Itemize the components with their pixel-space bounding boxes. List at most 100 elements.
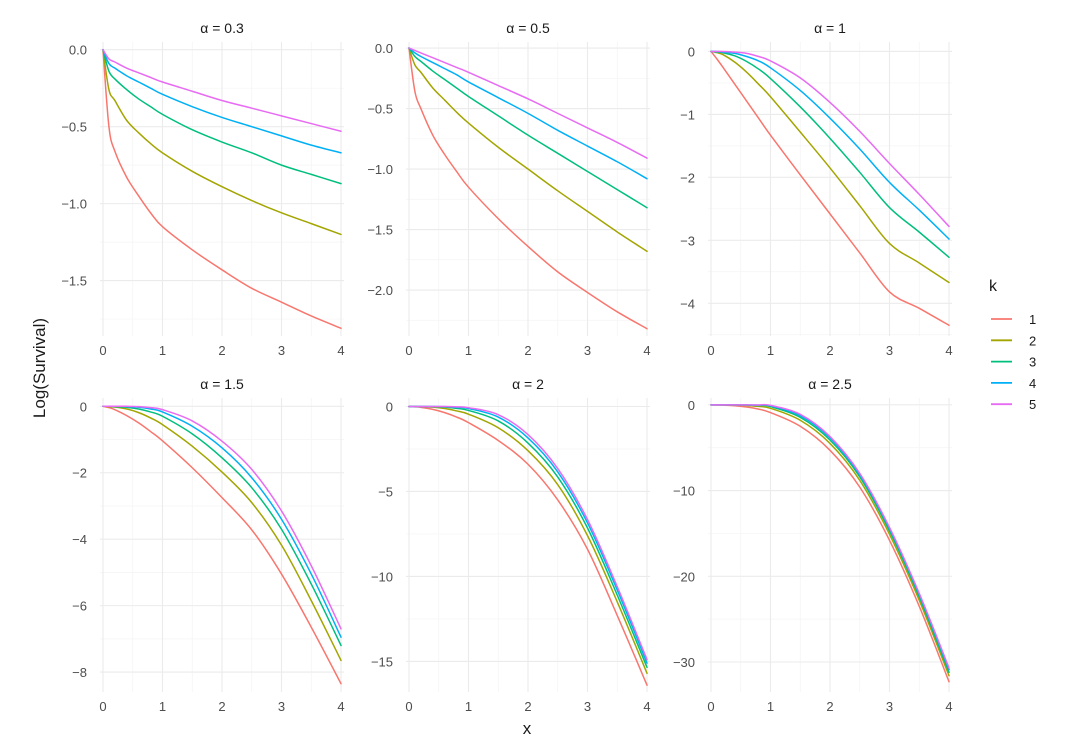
x-tick-label: 3 — [886, 699, 893, 714]
y-tick-label: −15 — [371, 654, 393, 669]
y-tick-label: 0.0 — [69, 43, 87, 58]
y-tick-label: 0.0 — [375, 41, 393, 56]
series-line-k5 — [710, 50, 950, 228]
x-tick-label: 2 — [218, 699, 225, 714]
x-tick-label: 0 — [405, 343, 412, 358]
series-line-k5 — [102, 48, 342, 133]
series-line-k2 — [710, 50, 950, 284]
y-tick-label: 0 — [688, 398, 695, 413]
series-line-k3 — [408, 47, 648, 209]
series-line-k5 — [102, 405, 342, 630]
series-line-k5 — [408, 405, 648, 661]
y-tick-label: −1.0 — [367, 162, 393, 177]
x-tick-label: 3 — [584, 343, 591, 358]
y-tick-label: 0 — [688, 44, 695, 59]
y-tick-label: −10 — [673, 484, 695, 499]
y-tick-label: −8 — [72, 665, 87, 680]
x-tick-label: 4 — [643, 699, 650, 714]
y-tick-label: −4 — [680, 296, 695, 311]
major-grid — [406, 42, 650, 336]
legend-entry: 3 — [991, 355, 1036, 370]
panel-title: α = 1 — [814, 20, 846, 36]
panel-title: α = 0.3 — [200, 20, 244, 36]
major-grid — [708, 398, 952, 692]
x-tick-label: 4 — [337, 699, 344, 714]
major-grid — [708, 42, 952, 336]
x-axis-title: x — [523, 719, 532, 738]
x-tick-label: 1 — [159, 343, 166, 358]
panel-5: 0 1 2 3 4 0 −5 −10 −15 α = 2 — [371, 376, 651, 714]
legend-label: 5 — [1029, 397, 1036, 412]
major-grid — [406, 398, 650, 692]
panel-2: 0 1 2 3 4 0.0 −0.5 −1.0 −1.5 −2.0 α = 0.5 — [367, 20, 650, 358]
x-tick-label: 2 — [826, 343, 833, 358]
series-line-k2 — [408, 47, 648, 253]
legend-entry: 4 — [991, 376, 1036, 391]
x-tick-label: 3 — [278, 699, 285, 714]
series-line-k3 — [102, 48, 342, 185]
y-tick-label: −0.5 — [61, 120, 87, 135]
legend: k 1 2 3 4 5 — [989, 278, 1036, 412]
y-tick-label: −3 — [680, 233, 695, 248]
legend-entry: 2 — [991, 333, 1036, 348]
legend-entry: 5 — [991, 397, 1036, 412]
series-lines — [102, 48, 342, 330]
legend-label: 1 — [1029, 312, 1036, 327]
x-tick-label: 1 — [465, 699, 472, 714]
y-tick-label: −2.0 — [367, 283, 393, 298]
x-tick-label: 0 — [99, 699, 106, 714]
x-tick-label: 1 — [465, 343, 472, 358]
x-tick-label: 2 — [524, 699, 531, 714]
x-tick-label: 4 — [337, 343, 344, 358]
y-tick-label: −1 — [680, 107, 695, 122]
panel-title: α = 1.5 — [200, 376, 244, 392]
series-line-k1 — [408, 47, 648, 330]
series-lines — [102, 405, 342, 685]
legend-label: 4 — [1029, 376, 1036, 391]
panel-title: α = 0.5 — [506, 20, 550, 36]
series-lines — [710, 403, 950, 683]
y-tick-label: 0 — [80, 399, 87, 414]
series-lines — [408, 47, 648, 330]
series-line-k4 — [102, 48, 342, 154]
legend-entry: 1 — [991, 312, 1036, 327]
panel-title: α = 2.5 — [808, 376, 852, 392]
y-tick-label: −1.5 — [61, 274, 87, 289]
y-tick-label: −0.5 — [367, 102, 393, 117]
major-grid — [100, 42, 344, 336]
y-axis-title: Log(Survival) — [30, 318, 49, 418]
x-tick-label: 2 — [218, 343, 225, 358]
series-line-k5 — [408, 47, 648, 159]
legend-entries: 1 2 3 4 5 — [991, 312, 1036, 412]
legend-label: 2 — [1029, 333, 1036, 348]
y-tick-label: 0 — [386, 399, 393, 414]
y-tick-label: −2 — [680, 170, 695, 185]
y-tick-label: −1.5 — [367, 223, 393, 238]
panel-1: 0 1 2 3 4 0.0 −0.5 −1.0 −1.5 α = 0.3 — [61, 20, 344, 358]
panel-4: 0 1 2 3 4 0 −2 −4 −6 −8 α = 1.5 — [72, 376, 344, 714]
y-tick-label: −4 — [72, 532, 87, 547]
series-line-k4 — [408, 47, 648, 180]
x-tick-label: 1 — [159, 699, 166, 714]
legend-title: k — [989, 278, 998, 295]
y-tick-label: −6 — [72, 599, 87, 614]
x-tick-label: 3 — [886, 343, 893, 358]
x-tick-label: 1 — [767, 343, 774, 358]
y-tick-label: −30 — [673, 655, 695, 670]
x-tick-label: 0 — [707, 343, 714, 358]
y-tick-label: −10 — [371, 569, 393, 584]
series-line-k1 — [102, 405, 342, 685]
panel-title: α = 2 — [512, 376, 544, 392]
x-tick-label: 2 — [524, 343, 531, 358]
chart-panels: 0 1 2 3 4 0.0 −0.5 −1.0 −1.5 α = 0.3 0 1 2 3 4 0.0 −0.5 −… — [61, 20, 952, 714]
legend-label: 3 — [1029, 355, 1036, 370]
y-tick-label: −20 — [673, 569, 695, 584]
y-tick-label: −2 — [72, 466, 87, 481]
y-tick-label: −1.0 — [61, 197, 87, 212]
x-tick-label: 4 — [945, 699, 952, 714]
y-tick-label: −5 — [378, 484, 393, 499]
x-tick-label: 2 — [826, 699, 833, 714]
x-tick-label: 1 — [767, 699, 774, 714]
panel-6: 0 1 2 3 4 0 −10 −20 −30 α = 2.5 — [673, 376, 953, 714]
